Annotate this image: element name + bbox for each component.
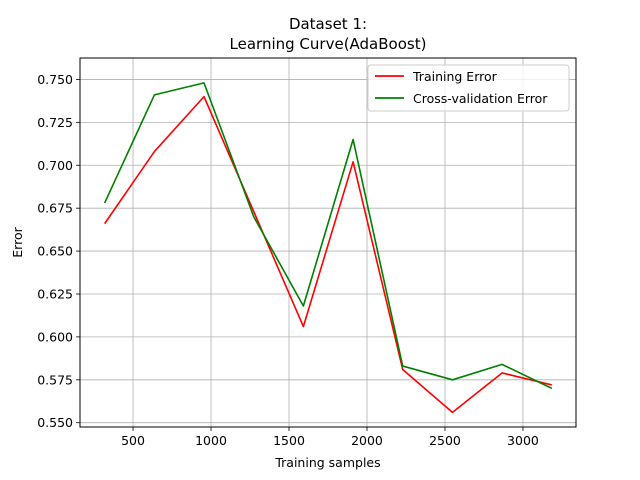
x-axis-label: Training samples bbox=[274, 455, 380, 470]
x-axis-ticks: 500 1000 1500 2000 2500 3000 bbox=[121, 427, 539, 448]
y-axis-ticks: 0.550 0.575 0.600 0.625 0.650 0.675 0.700 0.725… bbox=[37, 72, 80, 430]
y-tick-label: 0.575 bbox=[37, 372, 73, 387]
legend-box bbox=[367, 64, 570, 112]
plot-frame bbox=[79, 57, 577, 428]
chart-title-line-1: Dataset 1: bbox=[289, 15, 367, 33]
x-tick-label: 1000 bbox=[195, 433, 227, 448]
x-tick-label: 500 bbox=[121, 433, 145, 448]
y-tick-label: 0.750 bbox=[37, 72, 73, 87]
x-tick-label: 2000 bbox=[351, 433, 383, 448]
x-tick-label: 1500 bbox=[273, 433, 305, 448]
series-lines bbox=[103, 82, 553, 414]
x-tick-label: 3000 bbox=[507, 433, 539, 448]
series-line-cross-validation-error bbox=[103, 82, 553, 390]
y-tick-label: 0.625 bbox=[37, 286, 73, 301]
y-tick-label: 0.700 bbox=[37, 158, 73, 173]
x-tick-label: 2500 bbox=[429, 433, 461, 448]
legend-label-training-error: Training Error bbox=[412, 69, 498, 84]
y-tick-label: 0.725 bbox=[37, 115, 73, 130]
y-tick-label: 0.675 bbox=[37, 201, 73, 216]
y-tick-label: 0.600 bbox=[37, 329, 73, 344]
y-axis-label: Error bbox=[10, 226, 25, 257]
y-tick-label: 0.650 bbox=[37, 244, 73, 259]
legend-label-cross-validation-error: Cross-validation Error bbox=[413, 91, 548, 106]
grid-lines bbox=[80, 58, 576, 427]
chart-title-line-2: Learning Curve(AdaBoost) bbox=[230, 35, 427, 53]
legend: Training Error Cross-validation Error bbox=[367, 64, 570, 112]
series-line-training-error bbox=[103, 95, 553, 414]
y-tick-label: 0.550 bbox=[37, 415, 73, 430]
